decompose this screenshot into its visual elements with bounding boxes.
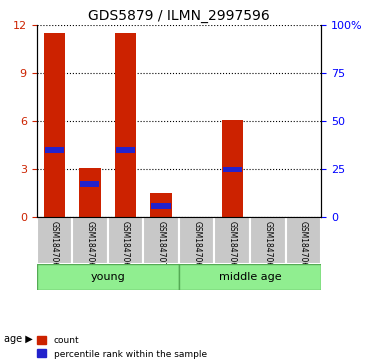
FancyBboxPatch shape [72,217,108,264]
Legend: count, percentile rank within the sample: count, percentile rank within the sample [34,332,210,362]
Text: GSM1847065: GSM1847065 [263,221,272,272]
FancyBboxPatch shape [286,217,321,264]
FancyBboxPatch shape [250,217,286,264]
Bar [116,147,135,153]
Bar [79,168,100,217]
Bar [223,167,242,172]
Text: GSM1847070: GSM1847070 [157,221,166,272]
Text: GSM1847066: GSM1847066 [299,221,308,272]
Text: GSM1847064: GSM1847064 [228,221,237,272]
Bar [115,33,136,217]
FancyBboxPatch shape [36,264,179,290]
Bar [222,120,243,217]
FancyBboxPatch shape [179,264,321,290]
Text: GSM1847067: GSM1847067 [50,221,59,272]
Text: GSM1847069: GSM1847069 [121,221,130,272]
Bar [45,147,64,153]
FancyBboxPatch shape [215,217,250,264]
Bar [151,203,171,209]
Text: GSM1847063: GSM1847063 [192,221,201,272]
Bar [44,33,65,217]
FancyBboxPatch shape [36,217,72,264]
Text: middle age: middle age [219,272,281,282]
Text: age ▶: age ▶ [4,334,32,344]
Text: young: young [90,272,125,282]
FancyBboxPatch shape [179,217,215,264]
FancyBboxPatch shape [108,217,143,264]
Text: GSM1847068: GSM1847068 [85,221,95,272]
Bar [150,193,172,217]
Title: GDS5879 / ILMN_2997596: GDS5879 / ILMN_2997596 [88,9,270,23]
FancyBboxPatch shape [143,217,179,264]
Bar [80,181,100,187]
